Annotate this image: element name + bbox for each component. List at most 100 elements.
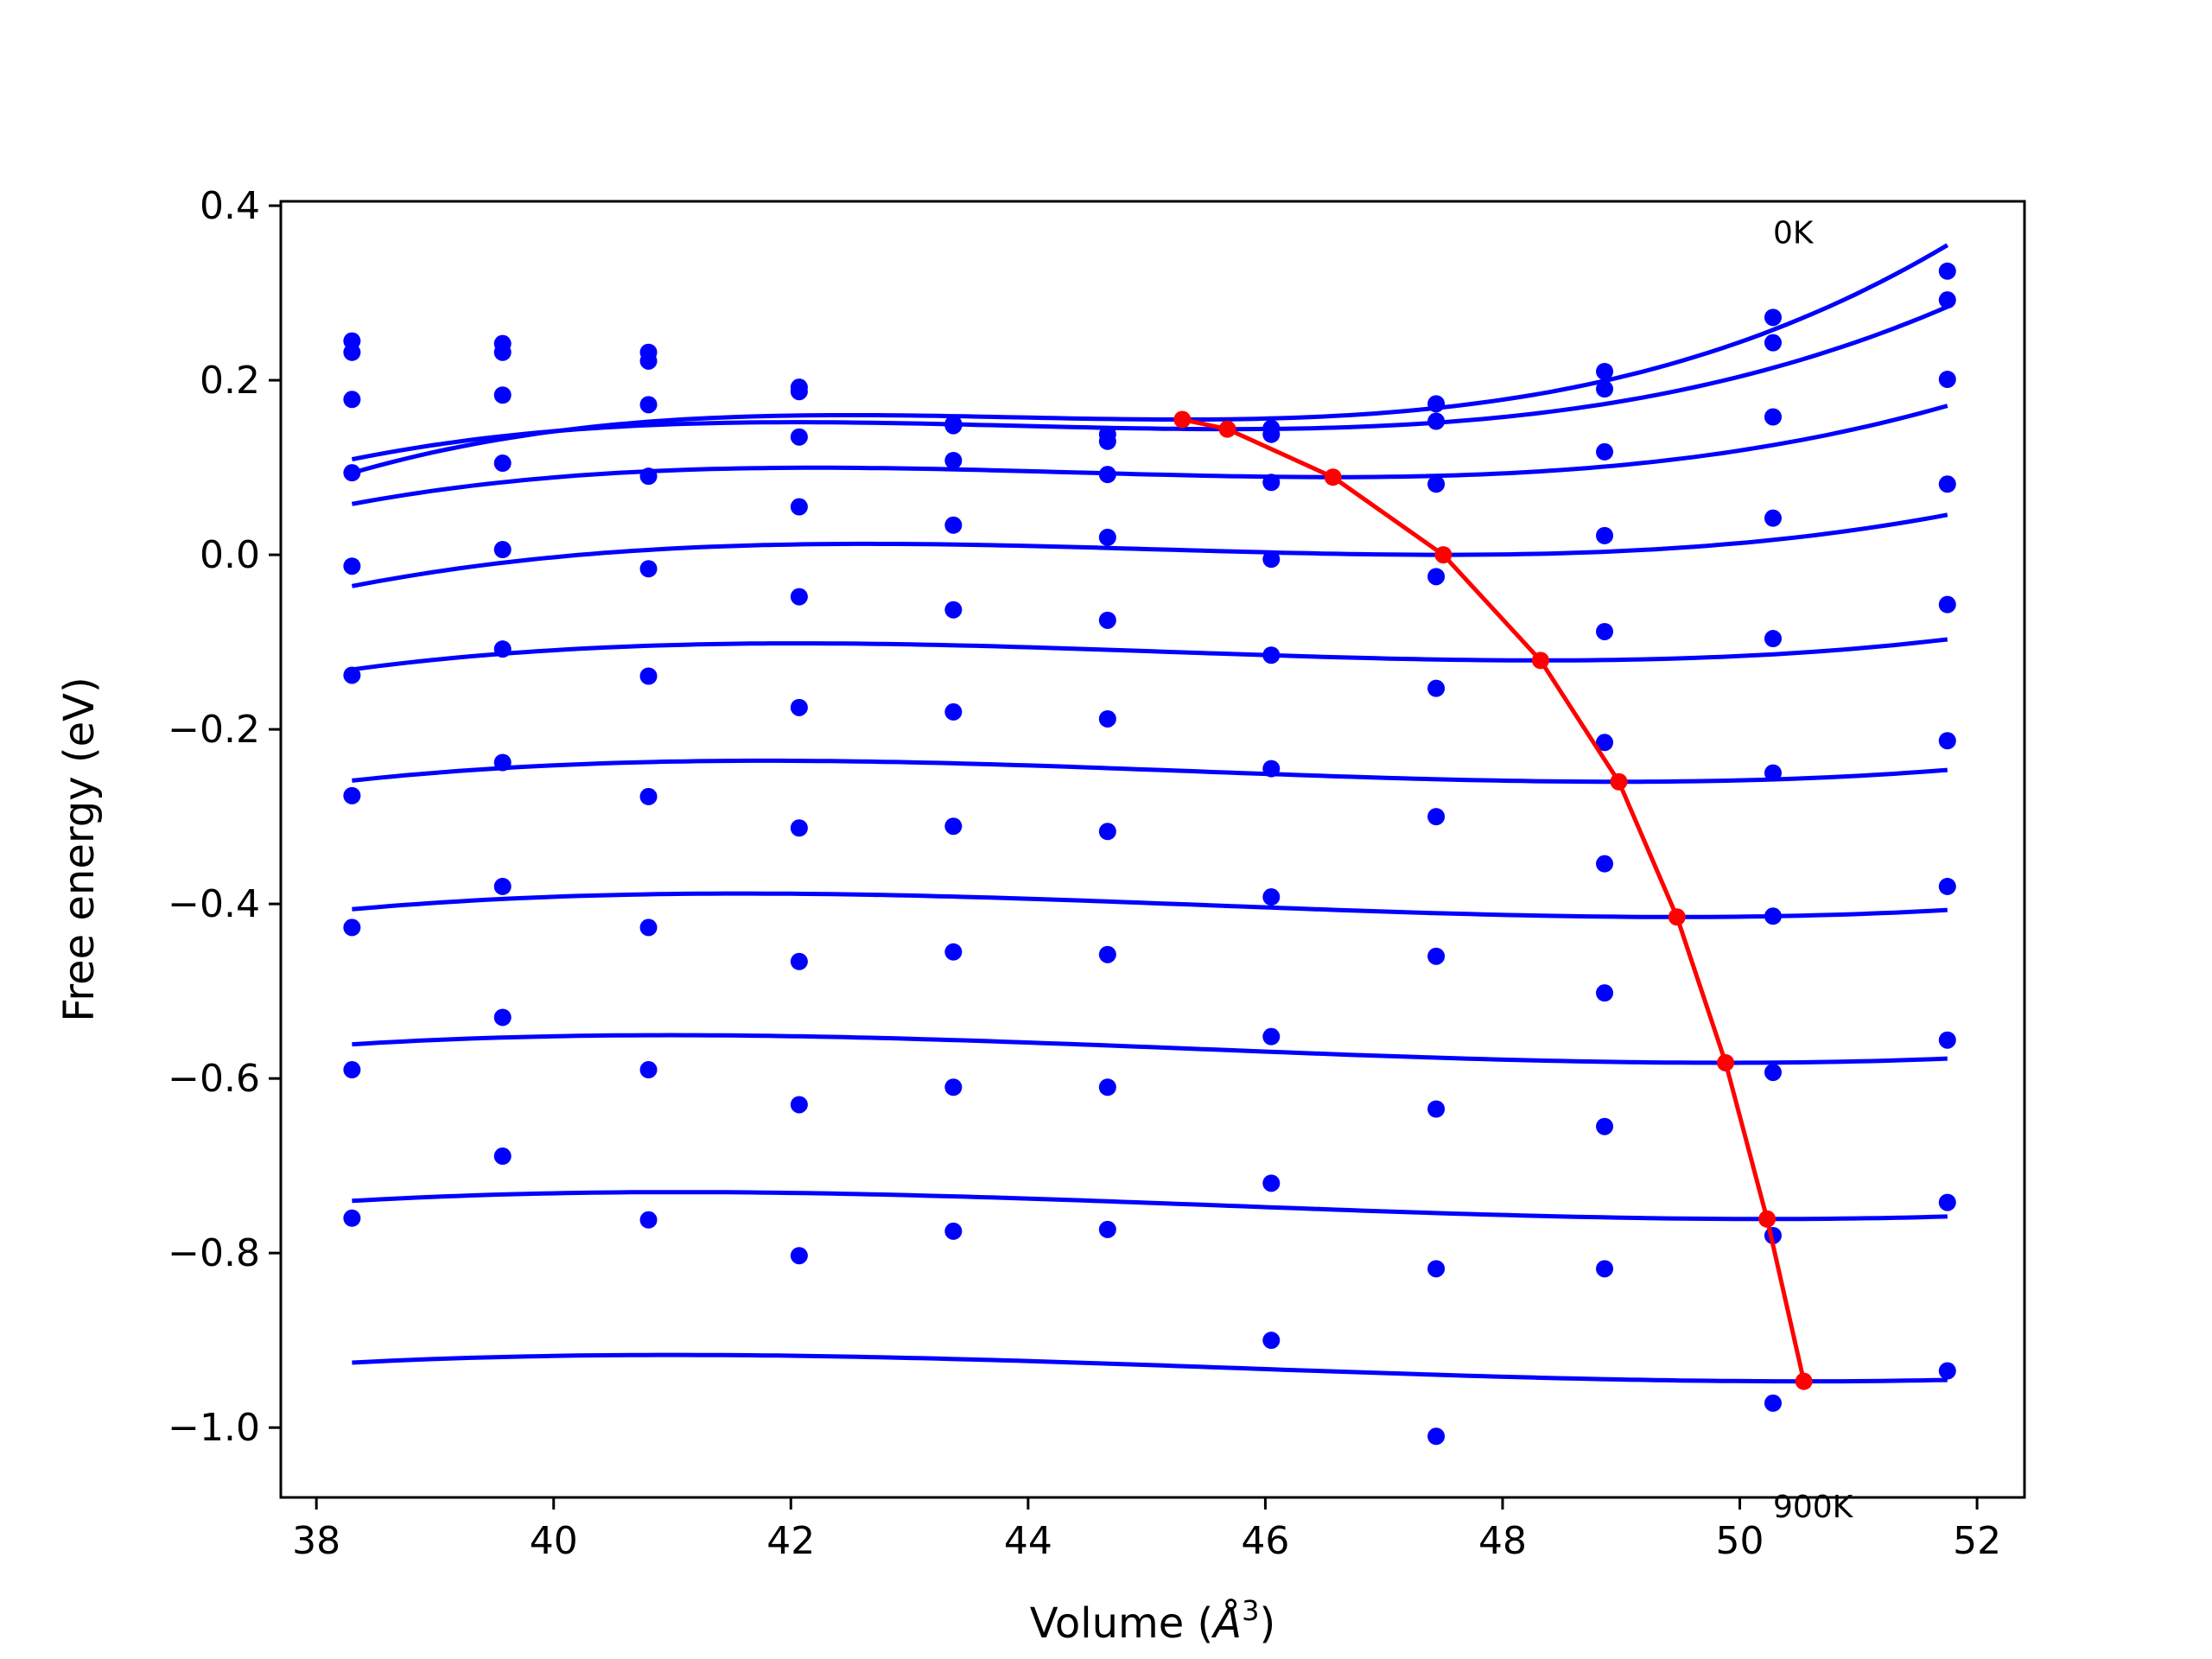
equilibrium-point [1795, 1372, 1813, 1390]
fit-curve-900K [352, 1352, 1948, 1384]
data-point-300K [1764, 509, 1782, 527]
data-point-300K [1098, 528, 1116, 546]
data-point-200K [1262, 474, 1281, 492]
plot-frame [279, 200, 2026, 1499]
data-point-600K [1262, 888, 1281, 906]
data-point-600K [639, 787, 658, 805]
data-point-200K [944, 452, 963, 469]
data-point-600K [1764, 907, 1782, 925]
data-point-200K [639, 396, 658, 414]
data-point-700K [1262, 1027, 1281, 1046]
data-point-200K [343, 391, 361, 409]
data-point-900K [1098, 1220, 1116, 1238]
data-point-400K [1764, 630, 1782, 648]
data-point-0K [1596, 362, 1614, 380]
data-point-400K [1098, 611, 1116, 629]
y-tick-label: 0.2 [200, 359, 260, 403]
data-point-500K [493, 640, 512, 658]
data-point-600K [1938, 877, 1956, 895]
data-point-700K [790, 952, 808, 970]
data-point-500K [944, 702, 963, 721]
data-point-500K [639, 667, 658, 685]
data-point-400K [493, 541, 512, 559]
data-point-900K [1596, 1260, 1614, 1278]
y-tick-label: −0.6 [168, 1057, 260, 1101]
data-point-100K [790, 383, 808, 401]
data-point-300K [343, 464, 361, 482]
equilibrium-point [1218, 420, 1236, 438]
data-point-200K [1098, 466, 1116, 484]
data-point-100K [493, 343, 512, 361]
data-point-200K [790, 428, 808, 446]
data-point-200K [1938, 371, 1956, 389]
data-point-400K [1262, 646, 1281, 664]
data-point-900K [343, 1209, 361, 1227]
fit-curve-800K [352, 1190, 1948, 1222]
data-point-0K [1427, 395, 1446, 413]
data-point-700K [343, 918, 361, 937]
data-point-900K [790, 1247, 808, 1265]
equilibrium-point [1324, 468, 1342, 486]
data-point-500K [1764, 764, 1782, 782]
data-point-500K [1938, 732, 1956, 750]
fit-curve-300K [351, 512, 1948, 588]
x-tick-label: 48 [1478, 1519, 1527, 1563]
data-point-900K [1764, 1394, 1782, 1412]
data-point-800K [944, 1078, 963, 1096]
data-point-100K [343, 343, 361, 361]
data-point-700K [1938, 1031, 1956, 1049]
equilibrium-point [1173, 410, 1192, 429]
x-tick-label: 52 [1953, 1519, 2001, 1563]
fit-curve-200K [351, 404, 1948, 506]
data-point-900K [1427, 1427, 1446, 1446]
equilibrium-point [1758, 1210, 1777, 1228]
data-point-900K [493, 1147, 512, 1166]
x-axis-label-exp: 3 [1242, 1594, 1259, 1627]
data-point-0K [1938, 262, 1956, 280]
data-point-700K [1596, 984, 1614, 1002]
data-point-800K [1098, 1078, 1116, 1096]
annotations: 0K 900K [1773, 215, 1854, 1525]
data-point-400K [639, 560, 658, 578]
data-point-100K [1427, 412, 1446, 430]
data-point-100K [1098, 432, 1116, 450]
data-point-800K [790, 1096, 808, 1114]
data-point-400K [1427, 679, 1446, 697]
data-point-200K [493, 386, 512, 404]
y-tick-label: −0.2 [168, 708, 260, 752]
fit-curve-400K [352, 637, 1948, 672]
x-axis-ticks: 38 40 42 44 46 48 50 52 [292, 1497, 2001, 1563]
x-tick-label: 42 [766, 1519, 815, 1563]
data-point-500K [1427, 808, 1446, 826]
data-point-300K [944, 516, 963, 534]
data-point-600K [1427, 947, 1446, 965]
data-point-800K [639, 1061, 658, 1079]
data-point-600K [1596, 855, 1614, 873]
data-point-100K [1262, 425, 1281, 443]
data-point-300K [1262, 550, 1281, 569]
data-point-100K [1596, 380, 1614, 398]
fit-curve-100K [351, 304, 1948, 462]
annotation-0K: 0K [1773, 215, 1815, 251]
data-point-600K [1098, 823, 1116, 841]
x-axis-label-suffix: ) [1259, 1599, 1275, 1648]
y-tick-label: −0.8 [168, 1231, 260, 1275]
data-points [343, 262, 1956, 1446]
x-tick-label: 46 [1241, 1519, 1289, 1563]
data-point-100K [1764, 334, 1782, 352]
data-point-500K [1098, 709, 1116, 728]
equilibrium-point [1531, 652, 1549, 670]
data-point-900K [1938, 1362, 1956, 1380]
x-axis-label-unit: Å [1211, 1599, 1242, 1648]
x-axis-label: Volume (Å3) [1030, 1594, 1275, 1648]
data-point-400K [1938, 595, 1956, 613]
data-point-400K [343, 557, 361, 575]
data-point-700K [1764, 1064, 1782, 1082]
equilibrium-point [1434, 546, 1452, 564]
data-point-100K [1938, 291, 1956, 309]
equilibrium-point [1668, 908, 1686, 926]
data-point-300K [639, 467, 658, 486]
fit-curve-0K [351, 243, 1949, 475]
data-point-600K [944, 817, 963, 836]
